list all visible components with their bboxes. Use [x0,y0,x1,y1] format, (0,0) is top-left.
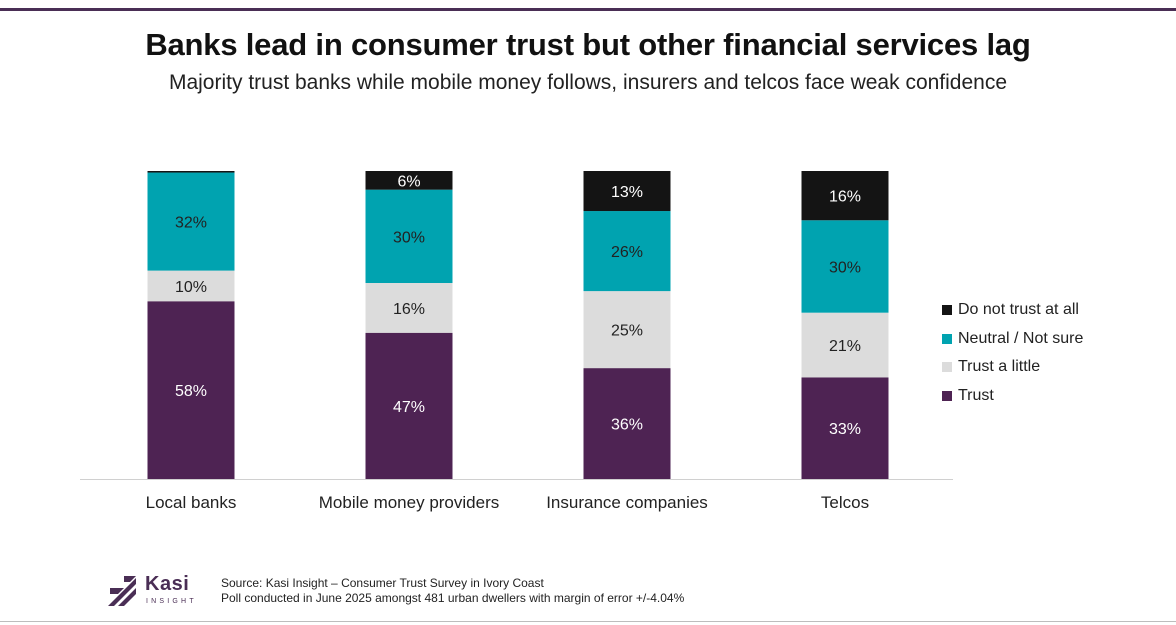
data-label-mobile-money-providers-trust: 47% [393,399,425,416]
bar-insurance-companies-trust-a-little [583,291,671,369]
bar-telcos-neutral-not-sure [801,220,889,313]
data-label-insurance-companies-neutral-not-sure: 26% [611,244,643,261]
kasi-logo-icon [108,576,136,606]
top-rule [0,8,1176,11]
legend-label-trust-a-little: Trust a little [958,358,1041,376]
bar-insurance-companies-neutral-not-sure [583,211,671,292]
data-label-insurance-companies-trust-a-little: 25% [611,323,643,340]
x-tick-label-mobile-money-providers: Mobile money providers [319,493,499,512]
source-note: Source: Kasi Insight – Consumer Trust Su… [221,576,684,605]
legend-swatch-trust-a-little [942,362,952,373]
bottom-rule [0,621,1176,622]
data-label-local-banks-trust: 58% [175,383,207,400]
chart-subtitle: Majority trust banks while mobile money … [168,71,1008,94]
bar-local-banks-do-not-trust-at-all [147,171,235,173]
logo-subtext: INSIGHT [146,598,197,605]
data-label-insurance-companies-do-not-trust-at-all: 13% [611,184,643,201]
source-line-1: Source: Kasi Insight – Consumer Trust Su… [221,576,544,590]
data-label-local-banks-neutral-not-sure: 32% [175,215,207,232]
legend-item-trust: Trust [942,382,1083,411]
data-label-mobile-money-providers-do-not-trust-at-all: 6% [397,173,420,190]
bar-telcos-trust-a-little [801,312,889,378]
data-label-telcos-neutral-not-sure: 30% [829,259,861,276]
data-label-telcos-trust-a-little: 21% [829,338,861,355]
legend-label-do-not-trust-at-all: Do not trust at all [958,301,1079,319]
data-label-insurance-companies-trust: 36% [611,417,643,434]
bar-local-banks-neutral-not-sure [147,172,235,271]
data-label-mobile-money-providers-neutral-not-sure: 30% [393,229,425,246]
bar-local-banks-trust-a-little [147,270,235,302]
legend-swatch-neutral-not-sure [942,333,952,344]
kasi-logo: Kasi INSIGHT [106,573,202,609]
legend-item-trust-a-little: Trust a little [942,353,1083,382]
legend-swatch-do-not-trust-at-all [942,305,952,316]
data-label-local-banks-trust-a-little: 10% [175,279,207,296]
chart-title: Banks lead in consumer trust but other f… [145,27,1031,62]
bar-mobile-money-providers-do-not-trust-at-all [365,171,453,190]
x-tick-label-insurance-companies: Insurance companies [546,493,708,512]
data-label-mobile-money-providers-trust-a-little: 16% [393,301,425,318]
logo-wordmark: Kasi [145,573,190,595]
chart-legend: Do not trust at all Neutral / Not sure Tru… [942,296,1083,410]
x-tick-label-telcos: Telcos [821,493,869,512]
bar-telcos-do-not-trust-at-all [801,171,889,221]
bar-insurance-companies-do-not-trust-at-all [583,171,671,212]
legend-label-neutral-not-sure: Neutral / Not sure [958,329,1084,347]
bar-mobile-money-providers-neutral-not-sure [365,189,453,283]
x-tick-label-local-banks: Local banks [146,493,237,512]
legend-item-neutral-not-sure: Neutral / Not sure [942,325,1083,354]
legend-item-do-not-trust-at-all: Do not trust at all [942,296,1083,325]
data-label-telcos-trust: 33% [829,421,861,438]
bar-mobile-money-providers-trust [365,332,453,479]
legend-label-trust: Trust [958,386,994,404]
legend-swatch-trust [942,390,952,401]
bar-local-banks-trust [147,301,235,479]
source-line-2: Poll conducted in June 2025 amongst 481 … [221,590,685,605]
bar-insurance-companies-trust [583,368,671,479]
bar-telcos-trust [801,377,889,479]
data-label-telcos-do-not-trust-at-all: 16% [829,189,861,206]
bar-mobile-money-providers-trust-a-little [365,283,453,333]
